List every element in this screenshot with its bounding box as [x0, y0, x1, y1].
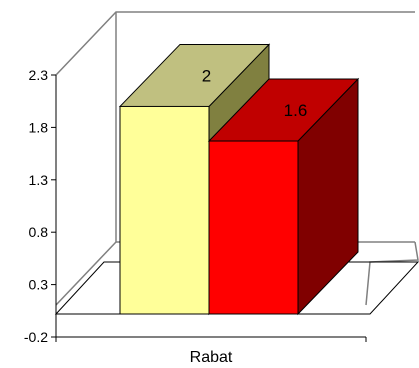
y-axis: 2.3 1.8 1.3 0.8 0.3 -0.2	[24, 67, 57, 345]
bar-front-face	[208, 140, 299, 315]
y-tick-label: 2.3	[29, 67, 49, 83]
data-label: 2	[202, 66, 211, 85]
floor-right-edge	[365, 241, 419, 306]
y-tick-label: 1.3	[29, 172, 49, 188]
y-tick-label: -0.2	[24, 329, 48, 345]
x-category-label: Rabat	[190, 349, 233, 366]
data-label: 1.6	[284, 101, 308, 120]
bar-series-2	[207, 77, 360, 316]
floor-left-edge	[55, 241, 117, 306]
y-tick-label: 1.8	[29, 119, 49, 135]
x-axis: Rabat	[55, 313, 370, 366]
wall-top-edge	[55, 11, 415, 76]
y-tick-label: 0.8	[29, 224, 49, 240]
bar-front-face	[119, 105, 210, 315]
data-labels: 21.6	[202, 66, 308, 120]
bars	[118, 43, 360, 316]
y-tick-label: 0.3	[29, 277, 49, 293]
